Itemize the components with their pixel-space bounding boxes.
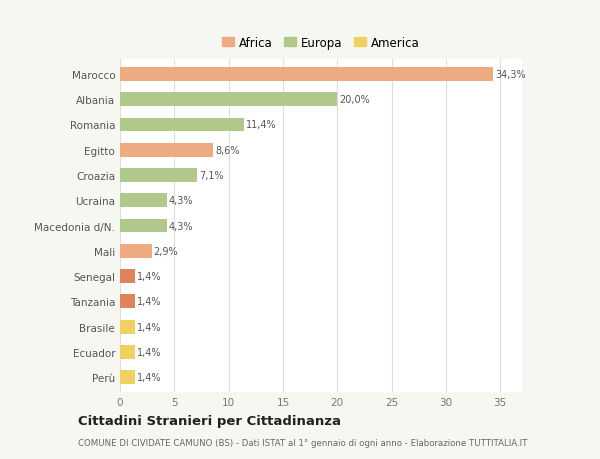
Text: 1,4%: 1,4% <box>137 322 162 332</box>
Legend: Africa, Europa, America: Africa, Europa, America <box>218 32 424 55</box>
Bar <box>120 194 167 208</box>
Text: 1,4%: 1,4% <box>137 347 162 357</box>
Bar <box>120 244 152 258</box>
Bar <box>120 118 244 132</box>
Text: 1,4%: 1,4% <box>137 297 162 307</box>
Text: 20,0%: 20,0% <box>340 95 370 105</box>
Bar <box>120 320 135 334</box>
Bar <box>120 269 135 283</box>
Text: 8,6%: 8,6% <box>215 146 240 156</box>
Text: 4,3%: 4,3% <box>169 196 193 206</box>
Text: 1,4%: 1,4% <box>137 372 162 382</box>
Text: COMUNE DI CIVIDATE CAMUNO (BS) - Dati ISTAT al 1° gennaio di ogni anno - Elabora: COMUNE DI CIVIDATE CAMUNO (BS) - Dati IS… <box>78 438 527 447</box>
Text: 11,4%: 11,4% <box>246 120 277 130</box>
Bar <box>120 295 135 308</box>
Text: 4,3%: 4,3% <box>169 221 193 231</box>
Text: 2,9%: 2,9% <box>154 246 178 256</box>
Bar <box>120 219 167 233</box>
Bar <box>120 345 135 359</box>
Text: Cittadini Stranieri per Cittadinanza: Cittadini Stranieri per Cittadinanza <box>78 414 341 428</box>
Text: 7,1%: 7,1% <box>199 171 224 181</box>
Text: 34,3%: 34,3% <box>495 70 526 80</box>
Bar <box>120 144 214 157</box>
Bar <box>120 370 135 384</box>
Bar <box>120 169 197 183</box>
Text: 1,4%: 1,4% <box>137 271 162 281</box>
Bar <box>120 68 493 82</box>
Bar <box>120 93 337 107</box>
